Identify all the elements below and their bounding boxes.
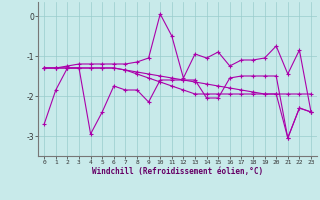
X-axis label: Windchill (Refroidissement éolien,°C): Windchill (Refroidissement éolien,°C) xyxy=(92,167,263,176)
